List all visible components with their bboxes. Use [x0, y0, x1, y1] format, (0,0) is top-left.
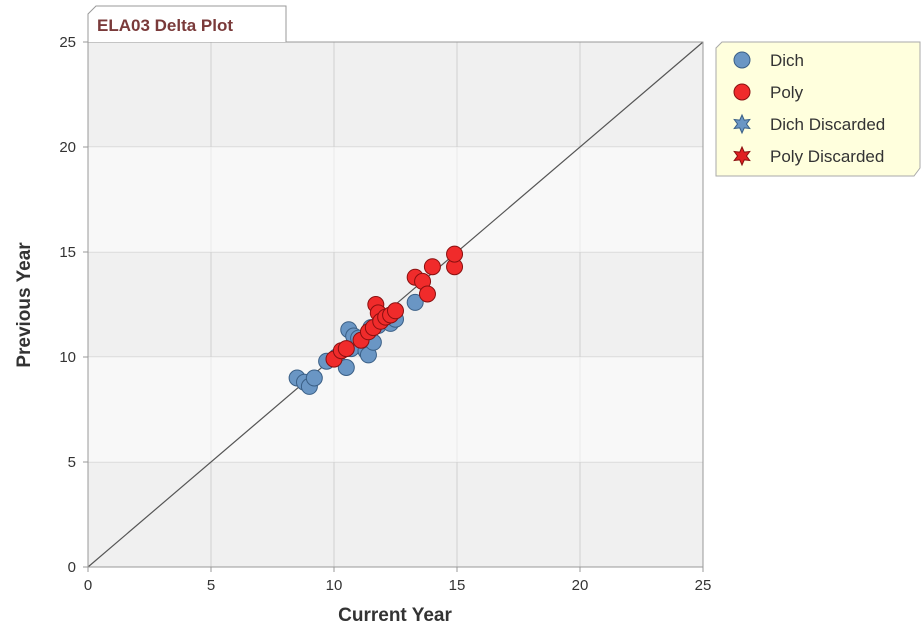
data-point-poly [418, 285, 436, 303]
grid-bands [88, 147, 703, 462]
legend-label-dich: Dich [770, 51, 804, 70]
x-tick-label: 5 [207, 577, 215, 594]
y-tick-label: 25 [59, 34, 76, 51]
grid-band [88, 357, 703, 462]
data-point-poly [337, 340, 355, 358]
legend-marker-poly-icon [733, 83, 751, 101]
x-tick-label: 20 [572, 577, 589, 594]
legend-label-poly-discarded: Poly Discarded [770, 147, 884, 166]
x-axis-title: Current Year [338, 605, 452, 626]
legend-marker-poly-discarded-star-icon [733, 145, 751, 167]
grid-band [88, 147, 703, 252]
y-tick-label: 0 [68, 559, 76, 576]
legend: Dich Poly Dich Discarded Poly Discarded [715, 41, 921, 177]
y-tick-label: 5 [68, 454, 76, 471]
y-tick-label: 10 [59, 349, 76, 366]
data-point-poly [423, 258, 441, 276]
y-axis-title: Previous Year [14, 242, 35, 368]
chart-title-tab: ELA03 Delta Plot [87, 5, 287, 42]
legend-label-poly: Poly [770, 83, 804, 102]
x-tick-label: 0 [84, 577, 92, 594]
data-point-dich [406, 293, 424, 311]
y-tick-label: 15 [59, 244, 76, 261]
y-axis-ticks: 0 5 10 15 20 25 [59, 34, 88, 576]
x-tick-label: 10 [326, 577, 343, 594]
x-axis-ticks: 0 5 10 15 20 25 [84, 567, 712, 594]
x-tick-label: 25 [695, 577, 712, 594]
data-point-poly [387, 302, 404, 320]
data-points [288, 245, 464, 395]
x-tick-label: 15 [449, 577, 466, 594]
data-point-dich [305, 369, 323, 387]
y-tick-label: 20 [59, 139, 76, 156]
legend-label-dich-discarded: Dich Discarded [770, 115, 885, 134]
data-point-poly [446, 245, 464, 263]
data-point-dich [337, 359, 355, 376]
legend-marker-dich-icon [733, 51, 751, 69]
chart-title: ELA03 Delta Plot [97, 16, 233, 35]
legend-marker-dich-discarded-star-icon [733, 113, 751, 135]
plot-border [87, 41, 704, 568]
